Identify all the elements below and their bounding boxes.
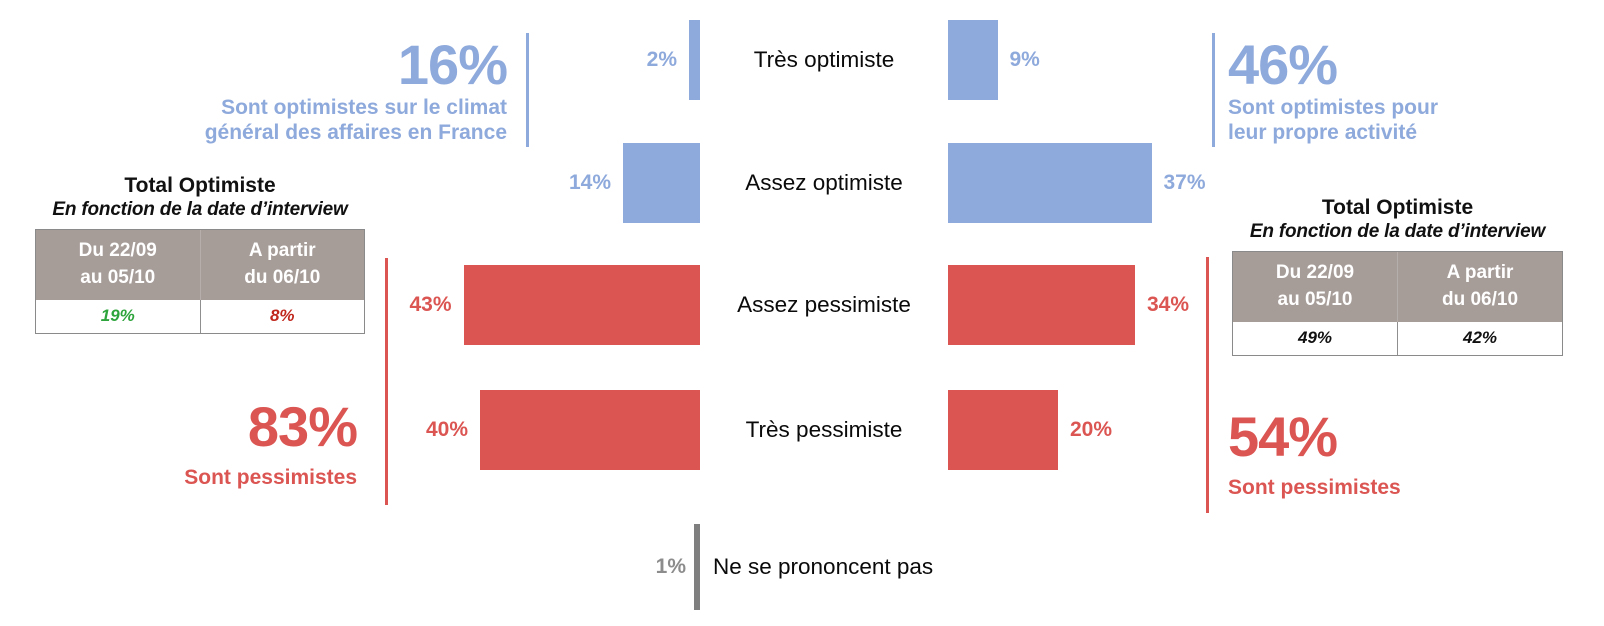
left-table-value-row: 19% 8% (36, 299, 364, 333)
left-table-header-row: Du 22/09 au 05/10 A partir du 06/10 (36, 229, 364, 300)
right-table-title: Total Optimiste (1321, 196, 1474, 219)
category-label-0: Très optimiste (753, 47, 895, 72)
right-optimist-summary: 46% Sont optimistes pour leur propre act… (1228, 33, 1588, 146)
bar-left-value-2: 43% (409, 293, 452, 316)
left-pessimist-value: 83% (247, 395, 358, 458)
bar-right-1 (948, 143, 1152, 223)
left-date-table: Total Optimiste En fonction de la date d… (35, 174, 365, 334)
right-table-value-col1: 49% (1233, 321, 1397, 355)
nsp-category-label: Ne se prononcent pas (713, 554, 934, 579)
left-table: Du 22/09 au 05/10 A partir du 06/10 19% … (35, 228, 365, 334)
bar-right-3 (948, 390, 1058, 470)
left-pessimist-summary: 83% Sont pessimistes (57, 395, 358, 490)
divider-blue-right (1212, 33, 1215, 147)
nsp-bar (694, 524, 700, 610)
divider-blue-left (526, 33, 529, 147)
bar-right-value-1: 37% (1163, 171, 1206, 194)
bar-right-value-3: 20% (1070, 418, 1113, 441)
left-table-header-col2: A partir du 06/10 (199, 229, 364, 300)
bar-right-0 (948, 20, 998, 100)
left-table-title: Total Optimiste (124, 174, 276, 197)
right-table-header-col2: A partir du 06/10 (1397, 251, 1562, 322)
right-date-table: Total Optimiste En fonction de la date d… (1232, 196, 1563, 356)
bar-left-0 (689, 20, 700, 100)
left-table-header-col1: Du 22/09 au 05/10 (36, 229, 200, 300)
divider-red-right (1206, 257, 1209, 513)
bar-right-2 (948, 265, 1135, 345)
right-pessimist-label: Sont pessimistes (1228, 475, 1401, 499)
bar-left-2 (463, 265, 700, 345)
bar-left-3 (480, 390, 700, 470)
right-optimist-label-line2: leur propre activité (1228, 121, 1418, 145)
left-optimist-label-line1: Sont optimistes sur le climat (221, 95, 507, 119)
right-table-header-row: Du 22/09 au 05/10 A partir du 06/10 (1233, 251, 1562, 322)
right-table: Du 22/09 au 05/10 A partir du 06/10 49% … (1232, 250, 1563, 356)
left-table-subtitle: En fonction de la date d’interview (52, 199, 348, 221)
bar-left-1 (623, 143, 700, 223)
category-label-3: Très pessimiste (745, 417, 903, 442)
left-optimist-summary: 16% Sont optimistes sur le climat généra… (87, 33, 508, 146)
right-pessimist-summary: 54% Sont pessimistes (1228, 405, 1548, 500)
right-table-value-row: 49% 42% (1233, 321, 1562, 355)
right-optimist-label-line1: Sont optimistes pour (1228, 95, 1438, 119)
left-table-value-col1: 19% (36, 299, 200, 333)
category-label-2: Assez pessimiste (737, 292, 911, 317)
bar-right-value-0: 9% (1009, 48, 1040, 71)
bar-left-value-3: 40% (425, 418, 468, 441)
divider-red-left (385, 258, 388, 505)
bar-left-value-0: 2% (646, 48, 677, 71)
left-optimist-label-line2: général des affaires en France (204, 121, 507, 145)
bar-right-value-2: 34% (1147, 293, 1190, 316)
right-table-subtitle: En fonction de la date d’interview (1249, 221, 1546, 243)
category-label-1: Assez optimiste (745, 170, 903, 195)
left-table-value-col2: 8% (199, 299, 364, 333)
right-table-value-col2: 42% (1397, 321, 1562, 355)
bar-left-value-1: 14% (568, 171, 611, 194)
nsp-value-label: 1% (655, 555, 686, 578)
right-optimist-value: 46% (1228, 33, 1338, 96)
right-table-header-col1: Du 22/09 au 05/10 (1233, 251, 1397, 322)
left-pessimist-label: Sont pessimistes (184, 465, 357, 489)
right-pessimist-value: 54% (1228, 405, 1338, 468)
left-optimist-value: 16% (397, 33, 508, 96)
